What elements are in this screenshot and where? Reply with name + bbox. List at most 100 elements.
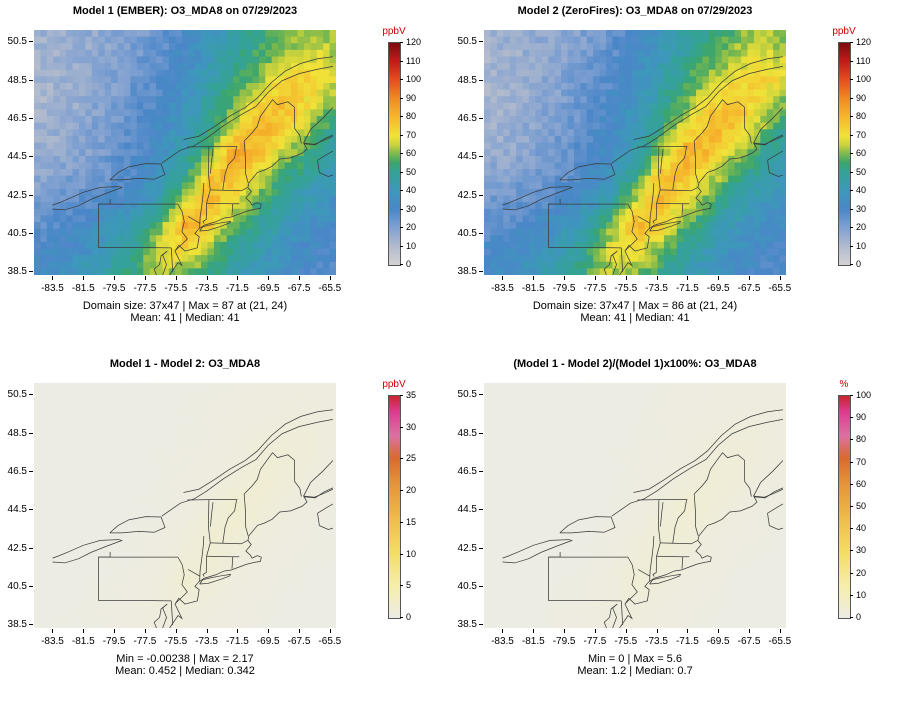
colorbar-tick-label: 0 bbox=[856, 612, 862, 622]
y-tick-label: 42.5 bbox=[457, 542, 477, 554]
x-tick-label: -77.5 bbox=[583, 636, 607, 647]
x-tick-mark bbox=[206, 629, 208, 633]
x-tick-label: -77.5 bbox=[583, 283, 607, 294]
x-tick-mark bbox=[206, 276, 208, 280]
stats-line-2: Mean: 0.452 | Median: 0.342 bbox=[115, 665, 255, 677]
colorbar-tick-label: 30 bbox=[406, 421, 417, 432]
colorbar-tick-label: 35 bbox=[406, 390, 417, 400]
y-tick-mark bbox=[29, 41, 33, 43]
x-tick-mark bbox=[779, 629, 781, 633]
y-tick-mark bbox=[479, 432, 483, 434]
colorbar-tick-label: 20 bbox=[406, 485, 417, 496]
colorbar-tick-label: 50 bbox=[406, 166, 417, 177]
x-tick-mark bbox=[594, 276, 596, 280]
x-tick-mark bbox=[718, 276, 720, 280]
x-tick-label: -67.5 bbox=[287, 283, 311, 294]
y-tick-mark bbox=[479, 394, 483, 396]
colorbar-tick-label: 40 bbox=[856, 185, 867, 195]
x-tick-label: -65.5 bbox=[318, 283, 342, 294]
y-tick-label: 38.5 bbox=[7, 266, 27, 278]
x-tick-mark bbox=[52, 276, 54, 280]
y-tick-mark bbox=[29, 471, 33, 473]
x-tick-label: -67.5 bbox=[737, 636, 761, 647]
colorbar-unit-label: % bbox=[839, 379, 849, 390]
y-tick-mark bbox=[29, 271, 33, 273]
colorbar-tick-label: 90 bbox=[406, 92, 417, 103]
y-tick-label: 50.5 bbox=[7, 36, 27, 48]
panel-title: (Model 1 - Model 2)/(Model 1)x100%: O3_M… bbox=[513, 358, 757, 370]
stats-line-2: Mean: 41 | Median: 41 bbox=[130, 312, 240, 324]
colorbar-tick-label: 110 bbox=[406, 55, 421, 66]
x-tick-label: -77.5 bbox=[133, 636, 157, 647]
colorbar-tick-label: 70 bbox=[406, 129, 417, 140]
x-tick-label: -81.5 bbox=[71, 636, 95, 647]
x-tick-mark bbox=[114, 629, 116, 633]
x-tick-mark bbox=[114, 276, 116, 280]
y-tick-mark bbox=[479, 509, 483, 511]
y-tick-mark bbox=[479, 624, 483, 626]
y-tick-label: 44.5 bbox=[457, 504, 477, 516]
panel-model2-map: Model 2 (ZeroFires): O3_MDA8 on 07/29/20… bbox=[450, 0, 900, 353]
colorbar-tick-label: 30 bbox=[406, 203, 417, 214]
y-tick-mark bbox=[29, 156, 33, 158]
x-tick-label: -81.5 bbox=[521, 283, 545, 294]
colorbar-unit-label: ppbV bbox=[832, 26, 856, 37]
stats-line-1: Min = -0.00238 | Max = 2.17 bbox=[116, 653, 254, 665]
stats-line-2: Mean: 41 | Median: 41 bbox=[580, 312, 690, 324]
colorbar-tick-label: 10 bbox=[406, 548, 417, 559]
colorbar-tick-label: 80 bbox=[856, 111, 867, 121]
x-tick-mark bbox=[779, 276, 781, 280]
panel-title: Model 1 - Model 2: O3_MDA8 bbox=[109, 358, 261, 370]
y-tick-mark bbox=[479, 41, 483, 43]
x-tick-mark bbox=[533, 629, 535, 633]
x-tick-mark bbox=[749, 629, 751, 633]
x-tick-mark bbox=[175, 629, 177, 633]
y-tick-mark bbox=[479, 232, 483, 234]
x-tick-mark bbox=[329, 276, 331, 280]
panel-difference-map: Model 1 - Model 2: O3_MDA8 -83.5 -81.5 -79… bbox=[0, 353, 450, 706]
stats-line-1: Min = 0 | Max = 5.6 bbox=[588, 653, 682, 665]
colorbar-tick-label: 90 bbox=[856, 92, 867, 103]
x-tick-mark bbox=[625, 629, 627, 633]
x-tick-mark bbox=[594, 629, 596, 633]
y-tick-label: 46.5 bbox=[457, 466, 477, 478]
y-tick-mark bbox=[29, 194, 33, 196]
colorbar-tick-label: 15 bbox=[406, 516, 417, 527]
y-tick-label: 38.5 bbox=[457, 266, 477, 278]
x-tick-mark bbox=[687, 629, 689, 633]
x-tick-mark bbox=[625, 276, 627, 280]
y-tick-label: 44.5 bbox=[7, 504, 27, 516]
x-tick-label: -75.5 bbox=[164, 283, 188, 294]
y-tick-label: 42.5 bbox=[457, 189, 477, 201]
x-tick-label: -77.5 bbox=[133, 283, 157, 294]
y-tick-label: 38.5 bbox=[457, 619, 477, 631]
y-tick-label: 48.5 bbox=[457, 74, 477, 86]
y-tick-mark bbox=[479, 471, 483, 473]
x-tick-mark bbox=[564, 629, 566, 633]
x-tick-mark bbox=[329, 629, 331, 633]
y-tick-label: 48.5 bbox=[7, 427, 27, 439]
colorbar-tick-label: 110 bbox=[856, 55, 871, 66]
colorbar-tick-label: 60 bbox=[856, 478, 867, 489]
y-tick-mark bbox=[479, 194, 483, 196]
x-tick-mark bbox=[237, 629, 239, 633]
colorbar-tick-label: 40 bbox=[406, 185, 417, 195]
y-tick-mark bbox=[29, 232, 33, 234]
x-tick-label: -81.5 bbox=[71, 283, 95, 294]
y-tick-label: 46.5 bbox=[7, 113, 27, 125]
x-tick-label: -81.5 bbox=[521, 636, 545, 647]
x-tick-label: -83.5 bbox=[491, 283, 514, 294]
colorbar-tick-label: 0 bbox=[406, 259, 412, 269]
y-tick-label: 44.5 bbox=[457, 151, 477, 163]
x-tick-label: -71.5 bbox=[675, 283, 699, 294]
x-tick-label: -69.5 bbox=[706, 636, 730, 647]
colorbar-tick-label: 0 bbox=[406, 612, 412, 622]
x-tick-mark bbox=[144, 276, 146, 280]
x-tick-mark bbox=[656, 276, 658, 280]
x-tick-label: -73.5 bbox=[645, 283, 668, 294]
x-tick-label: -73.5 bbox=[645, 636, 668, 647]
y-tick-mark bbox=[29, 509, 33, 511]
colorbar-tick-label: 70 bbox=[856, 129, 867, 140]
colorbar-tick-label: 10 bbox=[856, 589, 867, 600]
